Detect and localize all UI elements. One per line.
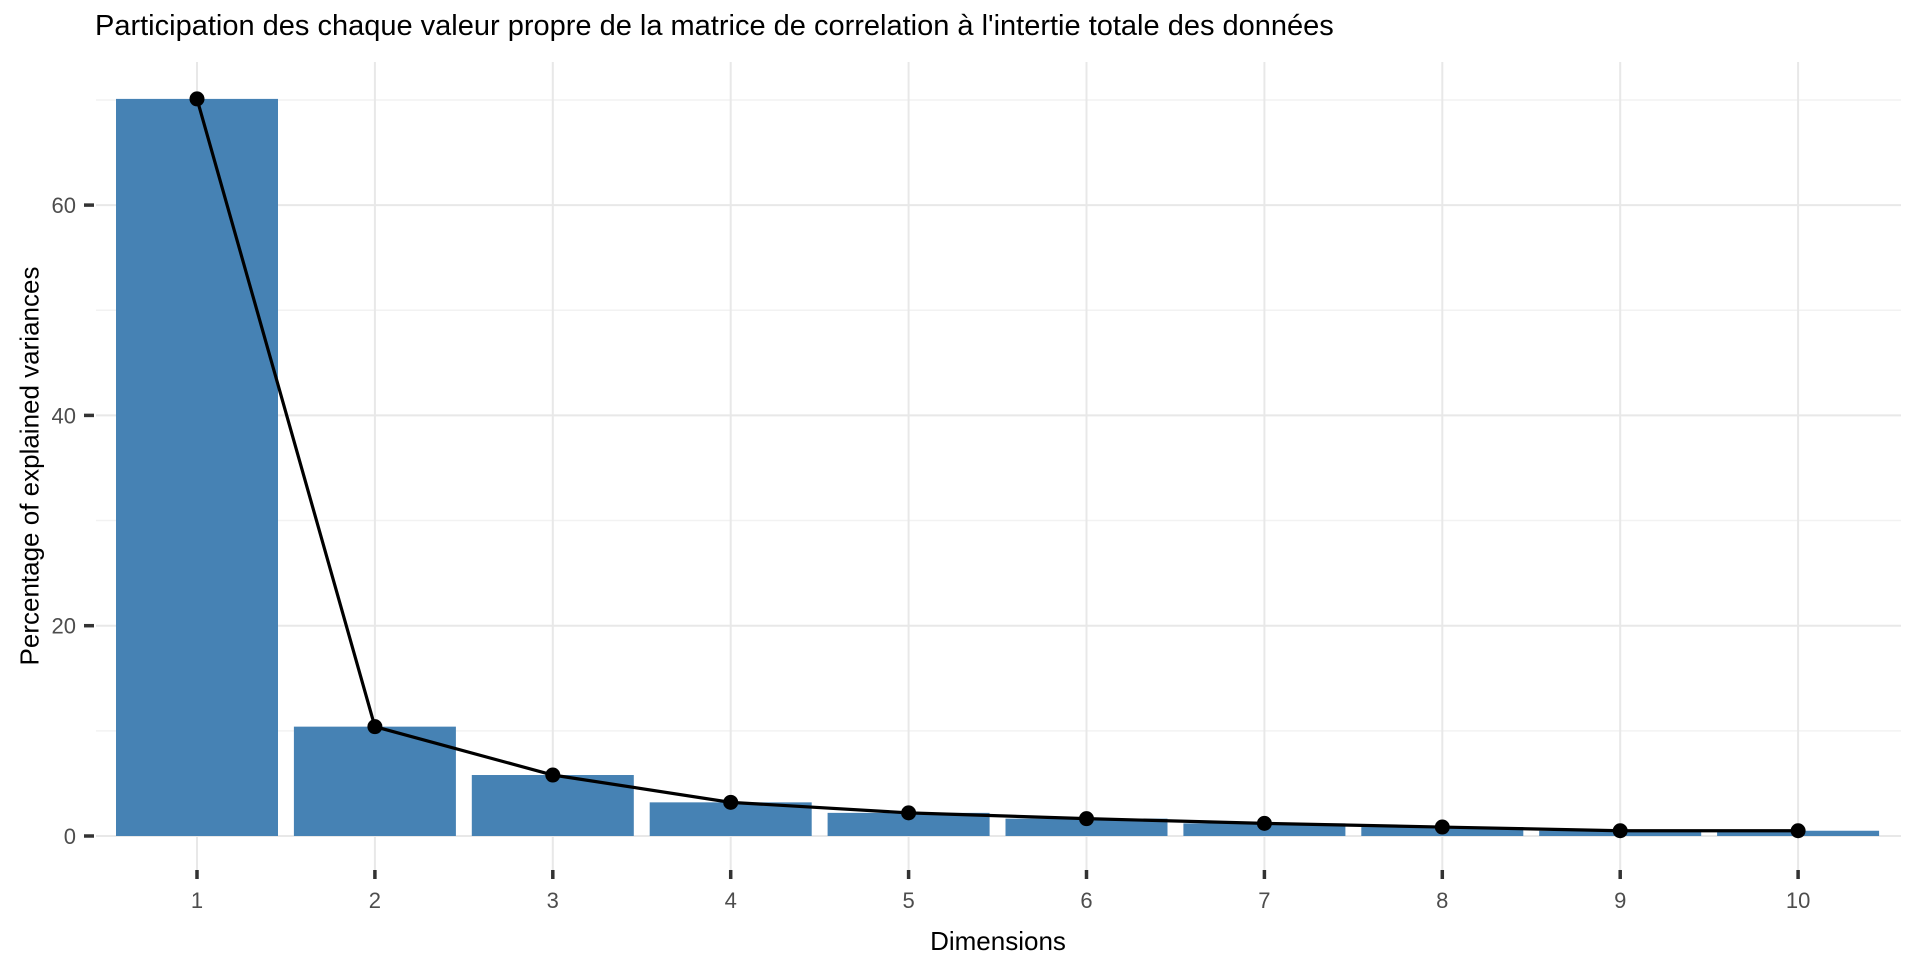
y-tick-label: 40 — [52, 403, 76, 428]
eigenvalue-bar — [471, 775, 634, 836]
x-tick-label: 3 — [547, 888, 559, 913]
eigenvalue-point — [189, 91, 205, 107]
eigenvalue-point — [367, 719, 383, 735]
eigenvalue-bar — [293, 726, 456, 836]
eigenvalue-point — [1790, 823, 1806, 839]
x-tick-label: 9 — [1614, 888, 1626, 913]
x-tick-label: 7 — [1258, 888, 1270, 913]
y-tick-label: 0 — [64, 824, 76, 849]
x-tick-label: 1 — [191, 888, 203, 913]
eigenvalue-point — [545, 767, 561, 783]
x-tick-label: 5 — [902, 888, 914, 913]
eigenvalue-point — [1612, 823, 1628, 839]
eigenvalue-bar — [1005, 818, 1168, 836]
x-axis-title: Dimensions — [930, 926, 1066, 956]
eigenvalue-bar — [116, 98, 278, 836]
x-tick-label: 6 — [1080, 888, 1092, 913]
x-tick-label: 4 — [725, 888, 737, 913]
x-tick-label: 8 — [1436, 888, 1448, 913]
eigenvalue-point — [1434, 819, 1450, 835]
x-tick-label: 10 — [1786, 888, 1810, 913]
eigenvalue-point — [1256, 815, 1272, 831]
eigenvalue-bar — [827, 812, 990, 836]
x-tick-label: 2 — [369, 888, 381, 913]
chart-title: Participation des chaque valeur propre d… — [95, 10, 1334, 42]
eigenvalue-point — [901, 805, 917, 821]
y-tick-label: 60 — [52, 193, 76, 218]
eigenvalue-point — [1079, 811, 1094, 827]
eigenvalue-line — [195, 98, 1799, 833]
eigenvalue-point — [723, 794, 739, 810]
y-tick-label: 20 — [52, 614, 76, 639]
